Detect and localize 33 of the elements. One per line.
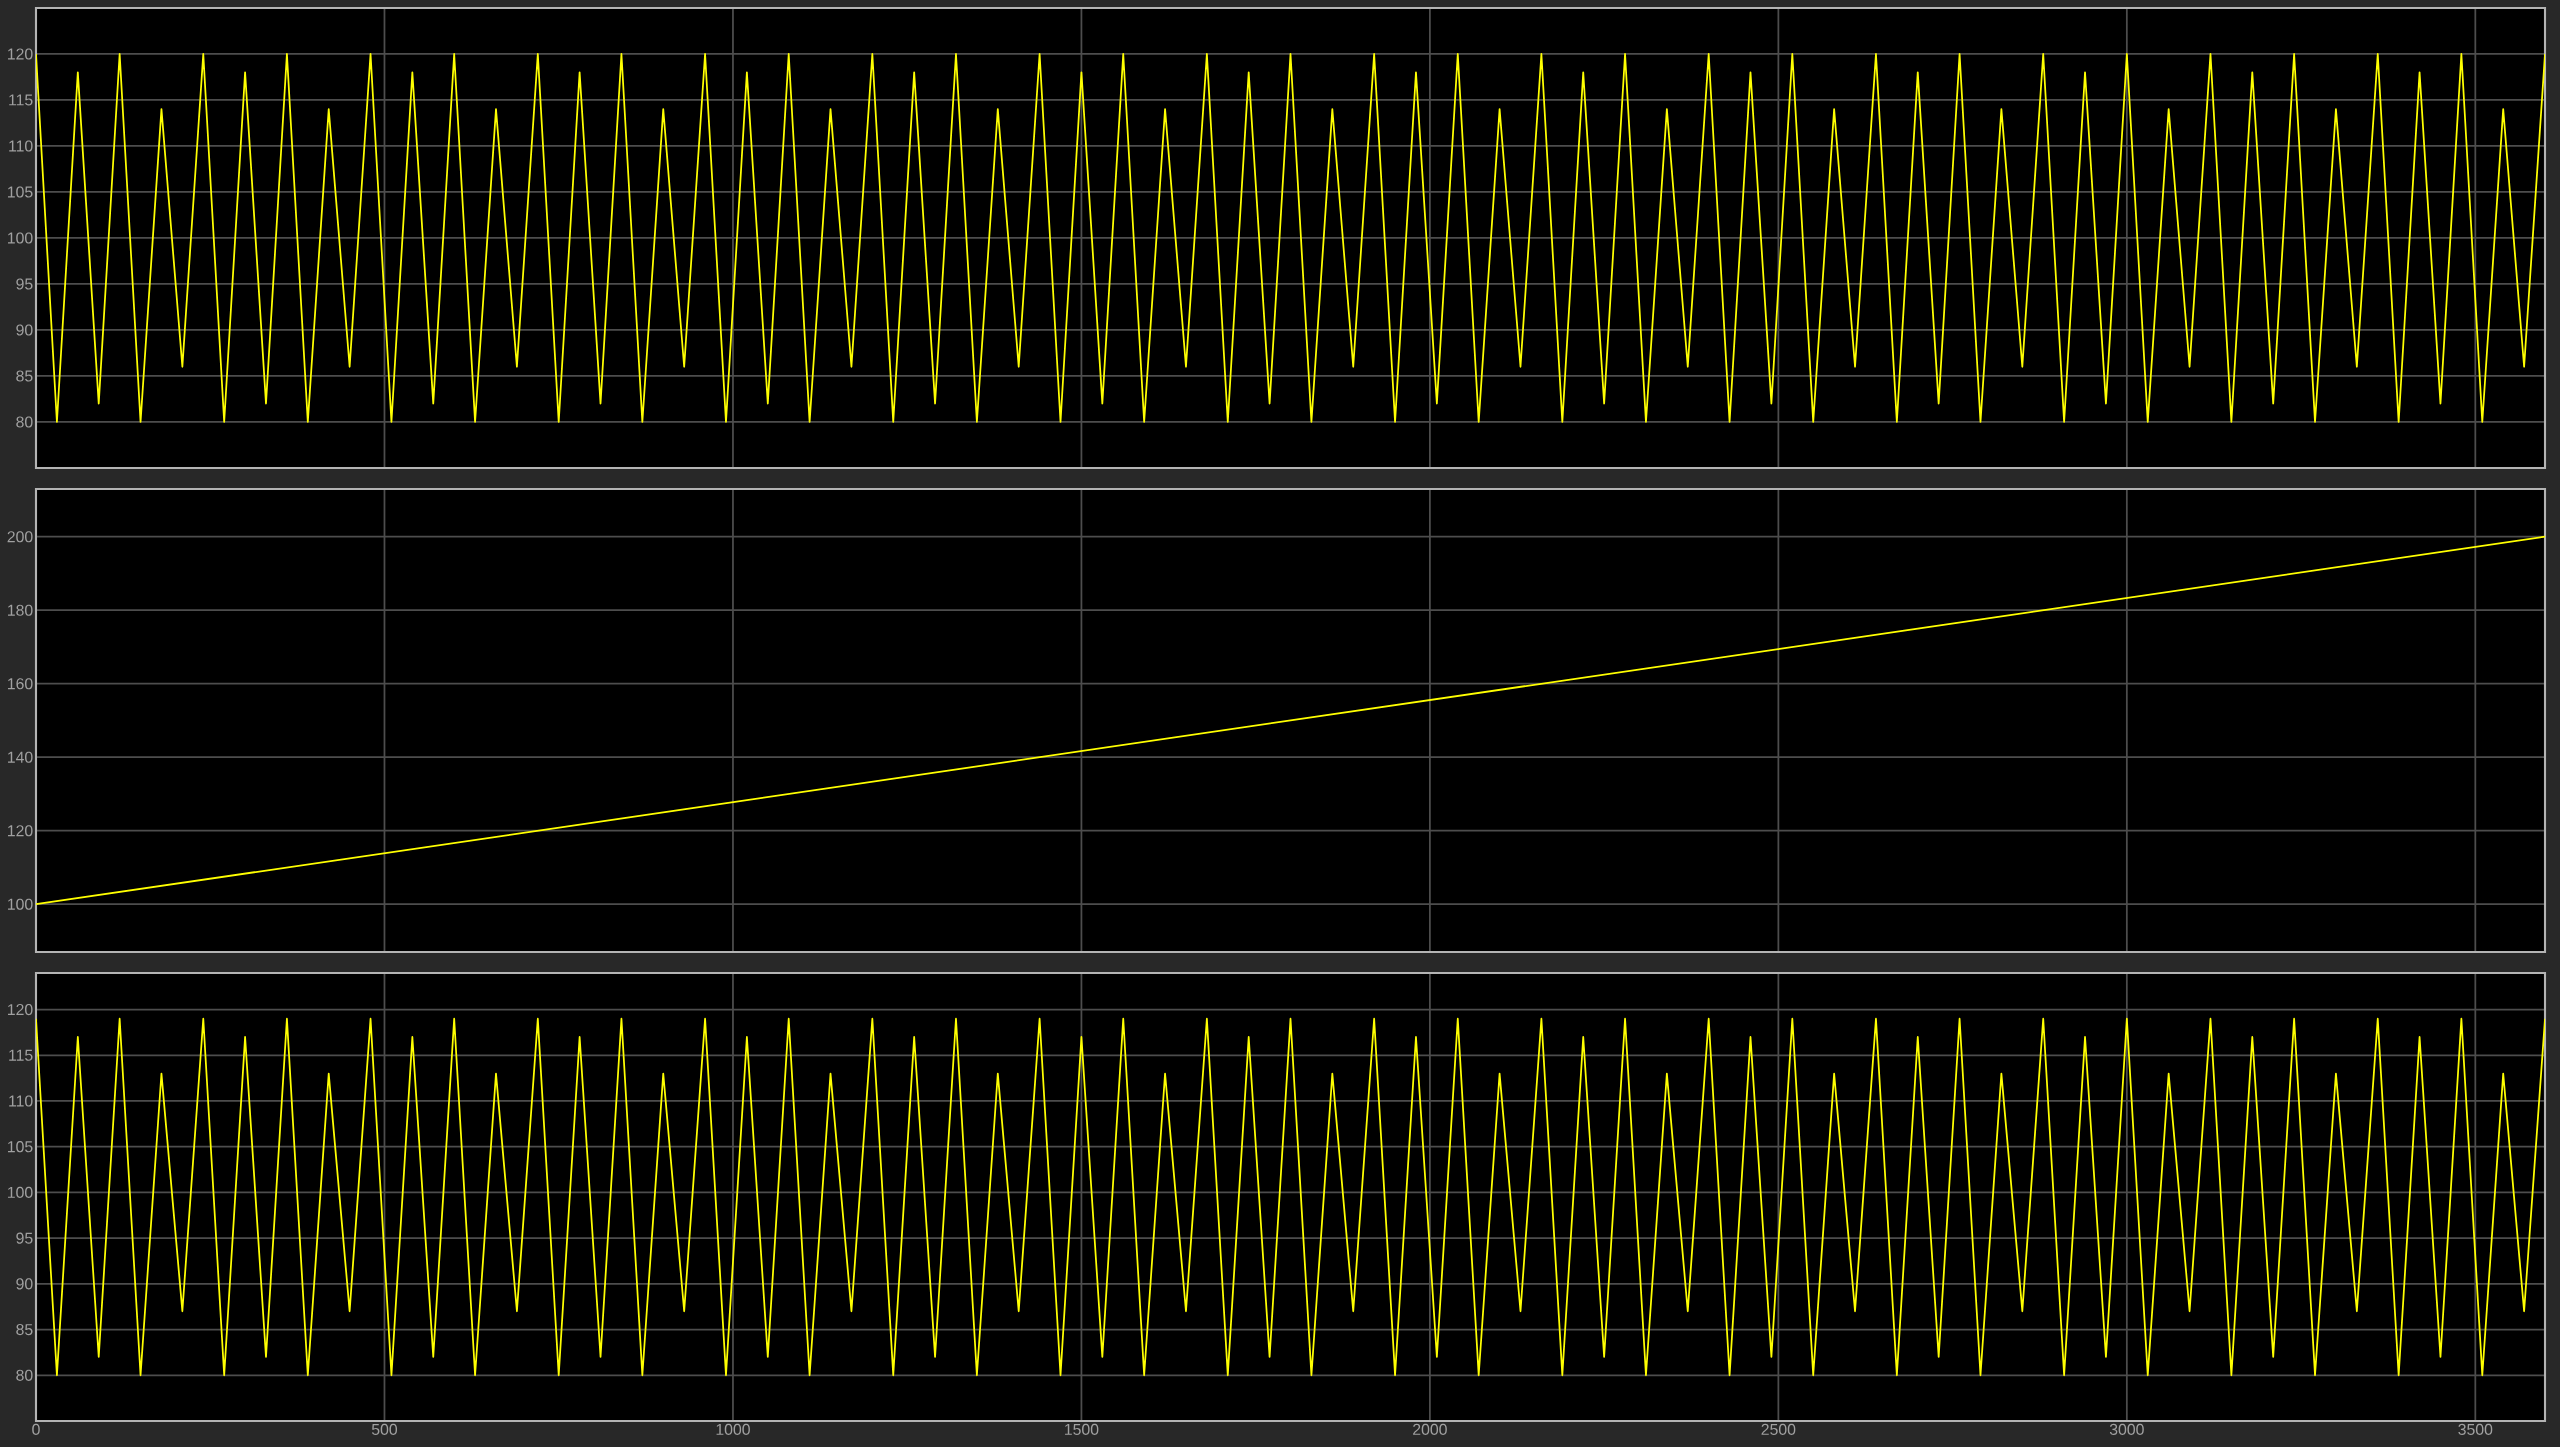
y-tick-label: 105 — [8, 1141, 33, 1153]
x-tick-label: 0 — [32, 1423, 40, 1435]
y-tick-label: 115 — [9, 94, 33, 106]
y-tick-label: 160 — [8, 678, 33, 690]
y-tick-label: 120 — [8, 48, 33, 60]
y-tick-label: 85 — [16, 370, 33, 382]
x-tick-label: 2500 — [1761, 1423, 1796, 1435]
x-tick-label: 1000 — [716, 1423, 750, 1435]
x-tick-label: 3000 — [2109, 1423, 2144, 1435]
y-tick-label: 120 — [8, 1003, 33, 1016]
y-tick-label: 115 — [9, 1049, 33, 1061]
y-tick-label: 95 — [16, 278, 33, 290]
x-tick-label: 1500 — [1065, 1423, 1099, 1435]
y-tick-label: 80 — [16, 1369, 33, 1381]
y-tick-label: 100 — [8, 1186, 33, 1199]
y-tick-label: 105 — [8, 186, 33, 198]
y-tick-label: 110 — [9, 140, 33, 152]
y-tick-label: 100 — [8, 898, 33, 910]
line-series — [36, 1017, 2546, 1377]
y-tick-label: 200 — [7, 531, 33, 543]
y-tick-label: 140 — [8, 751, 33, 763]
y-tick-label: 90 — [16, 1278, 33, 1290]
y-tick-label: 90 — [16, 324, 33, 336]
y-tick-label: 120 — [8, 825, 33, 837]
y-tick-label: 85 — [16, 1323, 33, 1336]
x-tick-label: 500 — [371, 1423, 398, 1435]
y-tick-label: 180 — [8, 604, 33, 616]
y-tick-label: 100 — [8, 232, 33, 244]
y-tick-label: 110 — [9, 1095, 33, 1107]
y-tick-label: 95 — [16, 1232, 33, 1244]
y-tick-label: 80 — [16, 416, 33, 428]
x-tick-label: 2000 — [1413, 1423, 1447, 1435]
x-tick-label: 3500 — [2458, 1423, 2493, 1435]
